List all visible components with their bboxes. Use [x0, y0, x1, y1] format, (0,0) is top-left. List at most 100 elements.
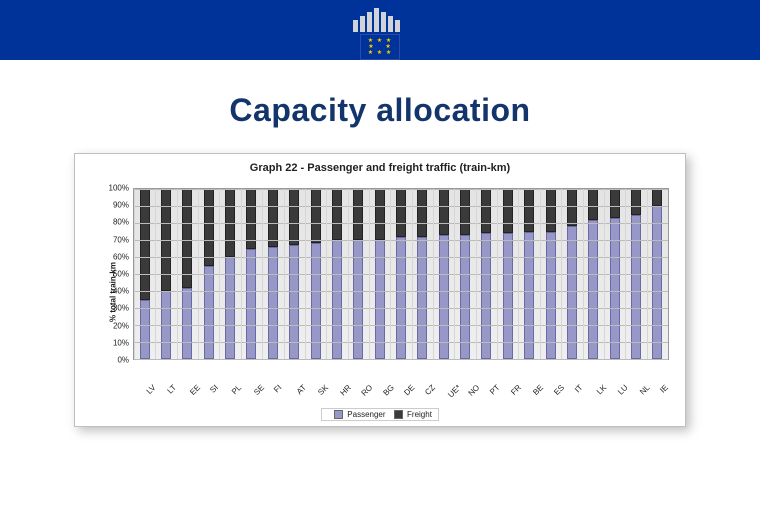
x-tick-label: EE [188, 383, 202, 397]
legend-swatch-freight [394, 410, 403, 419]
gridline-v [412, 189, 413, 359]
x-tick-label: HR [338, 383, 353, 398]
gridline-v [497, 189, 498, 359]
gridline-v [262, 189, 263, 359]
gridline-h [134, 240, 668, 241]
bar-freight [289, 189, 299, 245]
x-tick-label: PT [488, 383, 502, 397]
bar-passenger [546, 232, 556, 360]
x-tick-label: BE [531, 383, 545, 397]
gridline-v [305, 189, 306, 359]
y-tick-label: 50% [113, 270, 129, 279]
y-tick-label: 100% [109, 184, 129, 193]
gridline-h [134, 291, 668, 292]
gridline-v [326, 189, 327, 359]
bar-passenger [204, 266, 214, 360]
bar-freight [567, 189, 577, 226]
bar-freight [652, 189, 662, 206]
bar-freight [460, 189, 470, 235]
bar-passenger [481, 233, 491, 359]
bar-freight [610, 189, 620, 218]
bar-passenger [567, 226, 577, 359]
bar-passenger [396, 237, 406, 359]
bar-freight [546, 189, 556, 232]
bar-freight [375, 189, 385, 240]
x-tick-label: SE [252, 383, 266, 397]
gridline-v [518, 189, 519, 359]
bar-freight [439, 189, 449, 235]
gridline-v [284, 189, 285, 359]
gridline-v [454, 189, 455, 359]
x-tick-label: LK [595, 383, 608, 396]
legend-label-passenger: Passenger [347, 410, 385, 419]
legend-swatch-passenger [334, 410, 343, 419]
gridline-h [134, 257, 668, 258]
legend: Passenger Freight [321, 408, 439, 421]
gridline-h [134, 223, 668, 224]
x-tick-label: LV [144, 383, 157, 396]
y-tick-label: 90% [113, 201, 129, 210]
x-tick-label: FR [509, 383, 523, 397]
ec-logo: ★ ★ ★★ ★★ ★ ★ European Commission [351, 6, 409, 78]
y-tick-label: 80% [113, 218, 129, 227]
x-tick-label: SI [208, 383, 220, 395]
bar-freight [417, 189, 427, 237]
gridline-v [390, 189, 391, 359]
org-line1: European [351, 63, 409, 71]
chart-plot [133, 188, 669, 360]
bar-passenger [524, 232, 534, 360]
y-tick-label: 40% [113, 287, 129, 296]
bar-passenger [460, 235, 470, 359]
bar-freight [332, 189, 342, 240]
x-tick-label: LT [166, 383, 179, 396]
bar-passenger [439, 235, 449, 359]
bar-freight [204, 189, 214, 266]
bar-freight [353, 189, 363, 240]
gridline-h [134, 274, 668, 275]
chart-title: Graph 22 - Passenger and freight traffic… [81, 162, 679, 174]
bar-freight [396, 189, 406, 237]
gridline-v [540, 189, 541, 359]
gridline-h [134, 206, 668, 207]
bar-passenger [417, 237, 427, 359]
x-axis-labels: LVLTEESIPLSEFIATSKHRROBGDECZUE*NOPTFRBEE… [133, 364, 669, 404]
gridline-h [134, 189, 668, 190]
x-tick-label: IT [573, 383, 584, 394]
x-tick-label: ES [552, 383, 566, 397]
bar-freight [631, 189, 641, 215]
bar-freight [268, 189, 278, 247]
gridline-v [369, 189, 370, 359]
eu-flag-icon: ★ ★ ★★ ★★ ★ ★ [360, 34, 400, 60]
x-tick-label: UE* [446, 383, 462, 399]
bar-passenger [503, 233, 513, 359]
org-line2: Commission [351, 71, 409, 79]
legend-label-freight: Freight [407, 410, 432, 419]
gridline-v [241, 189, 242, 359]
x-tick-label: IE [658, 383, 670, 395]
org-label: European Commission [351, 63, 409, 78]
x-tick-label: SK [316, 383, 330, 397]
gridline-v [198, 189, 199, 359]
gridline-h [134, 359, 668, 360]
y-tick-label: 70% [113, 235, 129, 244]
gridline-v [155, 189, 156, 359]
chart-frame: Graph 22 - Passenger and freight traffic… [74, 153, 686, 427]
y-tick-label: 30% [113, 304, 129, 313]
x-tick-label: BG [381, 383, 396, 398]
bar-freight [481, 189, 491, 233]
x-tick-label: CZ [424, 383, 438, 397]
gridline-v [604, 189, 605, 359]
bar-freight [524, 189, 534, 232]
y-tick-label: 60% [113, 252, 129, 261]
gridline-v [561, 189, 562, 359]
gridline-v [476, 189, 477, 359]
bar-passenger [182, 288, 192, 359]
gridline-v [625, 189, 626, 359]
y-tick-label: 10% [113, 338, 129, 347]
gridline-v [134, 189, 135, 359]
gridline-v [583, 189, 584, 359]
legend-wrap: Passenger Freight [81, 404, 679, 422]
eu-stars-icon: ★ ★ ★★ ★★ ★ ★ [368, 38, 392, 56]
gridline-v [433, 189, 434, 359]
bar-freight [182, 189, 192, 288]
